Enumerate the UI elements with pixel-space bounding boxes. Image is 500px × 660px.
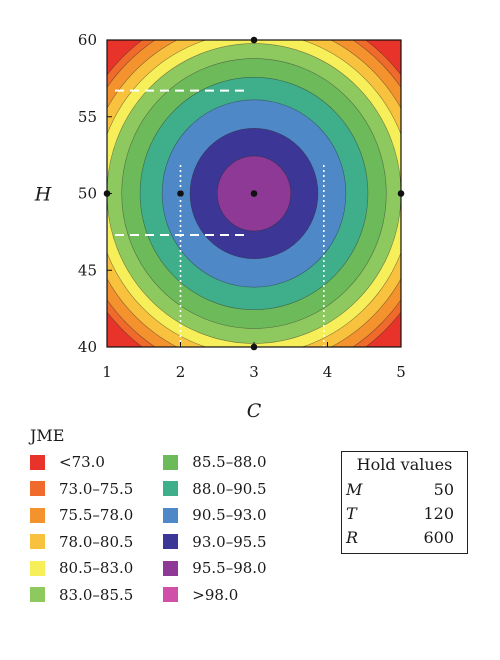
legend-item: <73.0 [26, 449, 133, 476]
legend-label: 85.5–88.0 [192, 453, 267, 472]
legend-item: 90.5–93.0 [159, 502, 267, 529]
contour-regions [107, 40, 401, 347]
hold-value-row: T 120 [342, 501, 467, 525]
legend-swatch [163, 507, 179, 523]
design-point-2 [177, 190, 184, 197]
legend-columns: <73.0 73.0–75.5 75.5–78.0 78.0–80.5 80.5–83.… [26, 449, 346, 608]
legend-item: 78.0–80.5 [26, 529, 133, 556]
legend-label: 80.5–83.0 [59, 559, 134, 578]
design-point-4 [397, 190, 405, 197]
legend-swatch [30, 454, 45, 470]
hold-values-rows: M 50 T 120 R 600 [342, 477, 467, 549]
legend-item: 83.0–85.5 [26, 582, 133, 609]
hold-value-number: 50 [433, 479, 454, 499]
legend-label: 73.0–75.5 [59, 479, 134, 498]
x-tick-label-5: 5 [396, 363, 406, 381]
legend-swatch [30, 507, 45, 523]
y-tick-label-45: 45 [78, 261, 97, 279]
legend-swatch [30, 534, 45, 550]
legend-label: 90.5–93.0 [192, 506, 267, 525]
hold-value-row: R 600 [342, 525, 467, 549]
legend-item: >98.0 [159, 582, 266, 609]
hold-value-name: M [346, 479, 363, 499]
legend-swatch [163, 454, 179, 470]
hold-value-number: 600 [423, 527, 454, 547]
legend-swatch [163, 587, 179, 603]
hold-values-title: Hold values [356, 455, 453, 474]
hold-value-row: M 50 [342, 477, 467, 501]
design-point-6 [250, 343, 258, 351]
design-point-1 [103, 190, 111, 197]
y-tick-label-55: 55 [78, 108, 97, 126]
legend-label: <73.0 [59, 453, 105, 472]
legend: JME <73.0 73.0–75.5 75.5–78.0 78.0–80.5 80.5… [26, 426, 346, 608]
legend-column-1: <73.0 73.0–75.5 75.5–78.0 78.0–80.5 80.5–83.… [26, 449, 133, 608]
x-tick-label-3: 3 [249, 363, 259, 381]
legend-column-2: 85.5–88.0 88.0–90.5 90.5–93.0 93.0–95.5 95.5… [159, 449, 267, 609]
legend-label: 83.0–85.5 [59, 585, 134, 604]
hold-value-name: T [346, 503, 357, 523]
x-axis-title: C [247, 400, 262, 420]
legend-item: 95.5–98.0 [159, 555, 267, 582]
legend-swatch [163, 534, 179, 550]
y-tick-label-60: 60 [78, 31, 97, 49]
legend-label: 78.0–80.5 [59, 532, 134, 551]
legend-item: 85.5–88.0 [159, 449, 267, 476]
legend-label: >98.0 [192, 585, 239, 604]
legend-label: 75.5–78.0 [59, 506, 134, 525]
design-point-3 [250, 190, 258, 197]
hold-value-number: 120 [423, 503, 454, 523]
x-tick-label-4: 4 [323, 363, 333, 381]
design-points [103, 36, 405, 351]
legend-swatch [30, 560, 45, 576]
legend-swatch [30, 481, 45, 497]
x-tick-label-2: 2 [176, 363, 186, 381]
legend-label: 93.0–95.5 [192, 532, 267, 551]
legend-item: 75.5–78.0 [26, 502, 133, 529]
y-tick-label-50: 50 [78, 185, 97, 203]
design-point-5 [250, 36, 258, 44]
legend-swatch [163, 560, 179, 576]
legend-swatch [163, 481, 179, 497]
legend-item: 73.0–75.5 [26, 476, 133, 503]
legend-item: 80.5–83.0 [26, 555, 133, 582]
legend-label: 88.0–90.5 [192, 479, 267, 498]
guide-lines [115, 89, 325, 347]
legend-item: 93.0–95.5 [159, 529, 267, 556]
hold-values-box: Hold values M 50 T 120 R 600 [341, 451, 468, 554]
legend-item: 88.0–90.5 [159, 476, 267, 503]
y-tick-label-40: 40 [78, 338, 97, 356]
y-axis-title: H [34, 184, 52, 206]
x-tick-label-1: 1 [102, 363, 112, 381]
legend-title: JME [30, 426, 65, 445]
hold-value-name: R [346, 527, 359, 547]
legend-label: 95.5–98.0 [192, 559, 267, 578]
legend-swatch [30, 587, 45, 603]
